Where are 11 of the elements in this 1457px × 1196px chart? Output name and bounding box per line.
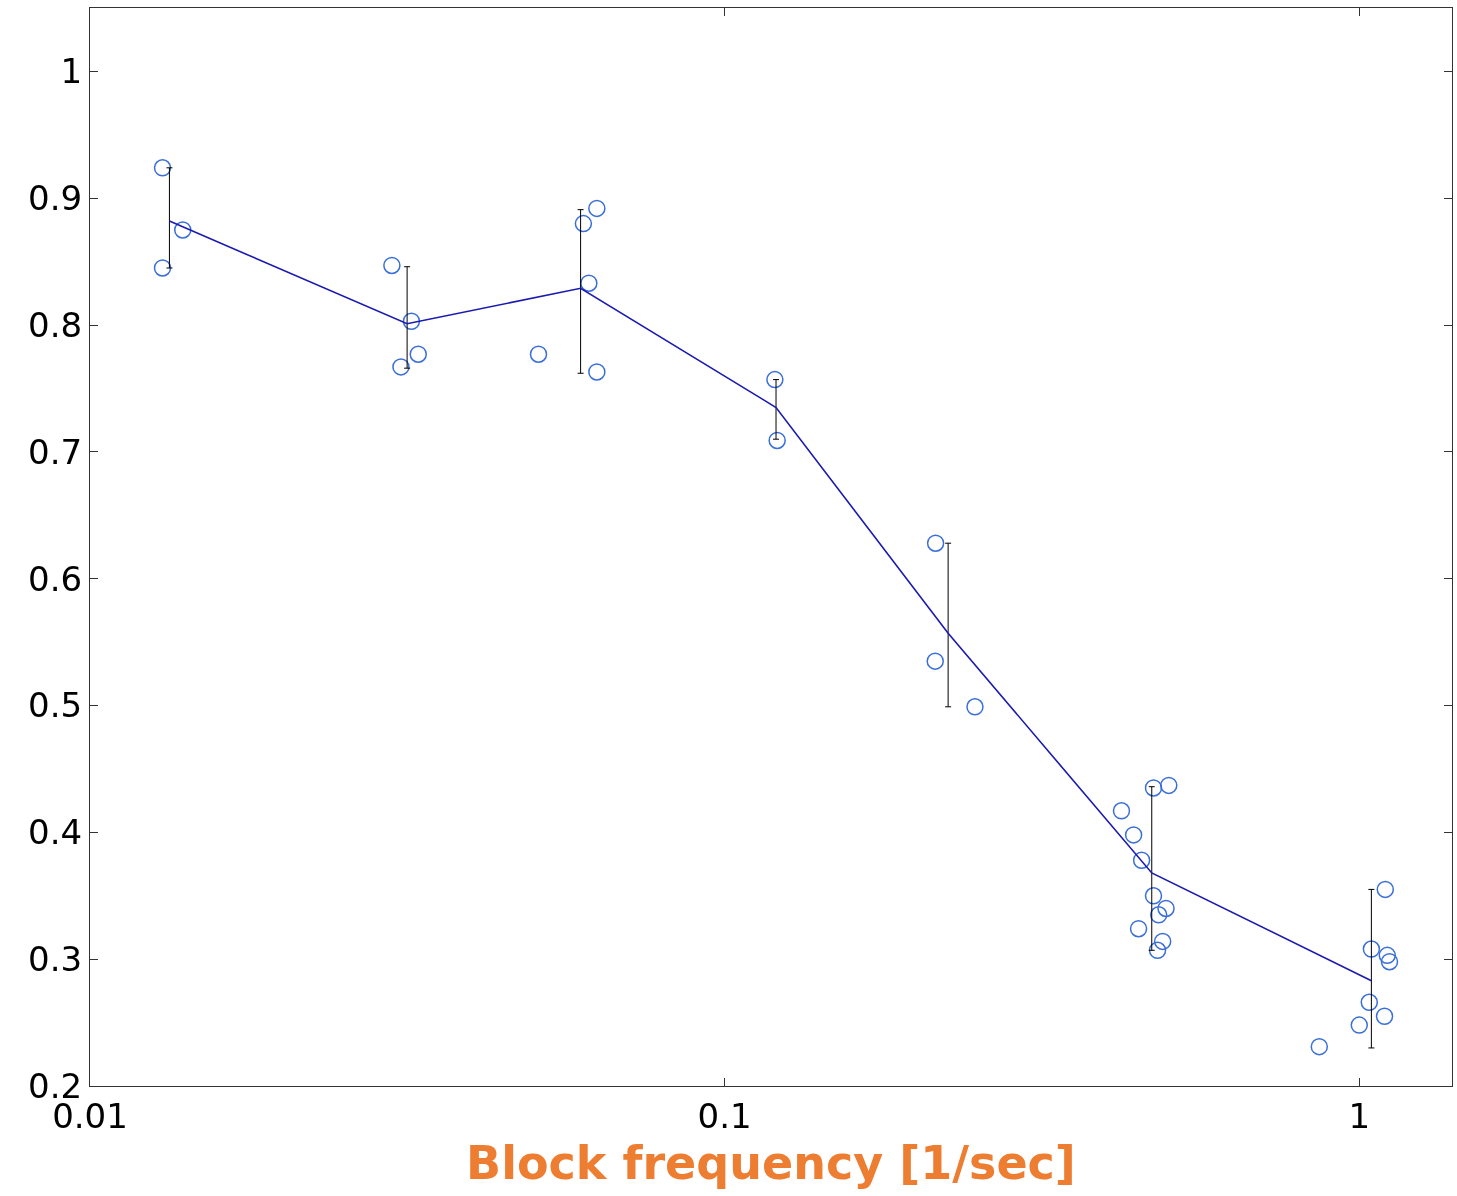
y-tick-label: 0.8 <box>28 304 83 345</box>
x-tick-label: 1 <box>1348 1095 1371 1136</box>
x-axis-title: Block frequency [1/sec] <box>466 1135 1076 1190</box>
y-tick-label: 0.3 <box>28 939 83 980</box>
y-tick-label: 0.7 <box>28 431 83 472</box>
y-tick-label: 0.9 <box>28 178 83 219</box>
y-tick-label: 1 <box>60 51 83 92</box>
x-tick-label: 0.1 <box>697 1095 752 1136</box>
y-tick-label: 0.5 <box>28 685 83 726</box>
y-tick-label: 0.4 <box>28 812 83 853</box>
y-tick-label: 0.6 <box>28 558 83 599</box>
